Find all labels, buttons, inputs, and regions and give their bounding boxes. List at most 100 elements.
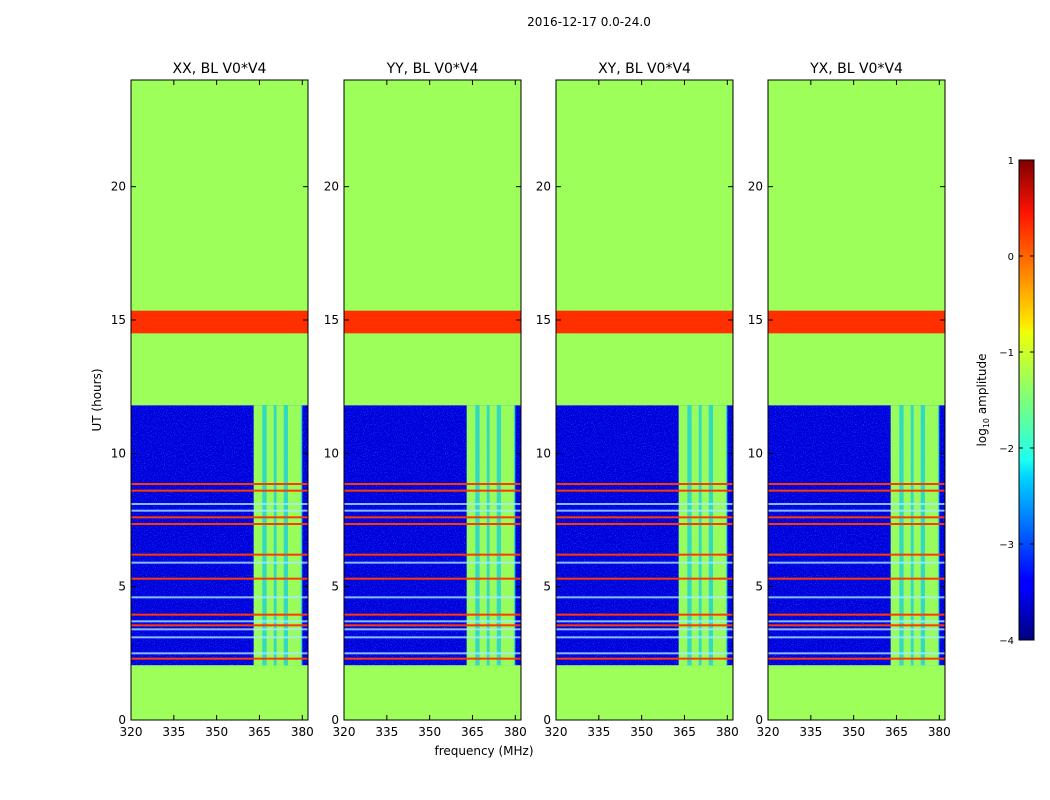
rfi-sub-band-1 (466, 405, 476, 666)
light-line-7 (344, 636, 521, 639)
y-tick-label: 20 (111, 180, 126, 194)
light-line-8 (768, 652, 945, 655)
light-line-2 (344, 509, 521, 512)
colorbar-tick-label: −1 (999, 348, 1014, 359)
y-tick-label: 0 (118, 713, 126, 727)
colorbar-label: log10 amplitude (975, 354, 991, 447)
x-tick-label: 335 (162, 725, 185, 739)
rfi-sub-band-3 (489, 405, 497, 666)
y-tick-label: 10 (536, 446, 551, 460)
x-tick-label: 350 (418, 725, 441, 739)
red-line-6 (344, 577, 521, 580)
y-tick-label: 5 (118, 580, 126, 594)
y-tick-label: 0 (543, 713, 551, 727)
red-line-4 (556, 523, 733, 525)
x-tick-label: 335 (587, 725, 610, 739)
x-tick-label: 365 (673, 725, 696, 739)
colorbar-label-sub: 10 (982, 418, 991, 428)
x-tick-label: 365 (248, 725, 271, 739)
rfi-sub-band-2 (479, 405, 487, 666)
rfi-sub-band-2 (903, 405, 911, 666)
light-line-4 (768, 596, 945, 599)
y-tick-label: 5 (331, 580, 339, 594)
x-tick-label: 320 (757, 725, 780, 739)
light-line-8 (344, 652, 521, 655)
red-line-2 (131, 489, 308, 492)
colorbar-tick-label: 1 (1008, 156, 1014, 167)
light-line-3 (344, 561, 521, 564)
light-line-6 (131, 628, 308, 631)
x-tick-label: 350 (205, 725, 228, 739)
panel-frame (767, 79, 946, 721)
y-tick-label: 15 (536, 313, 551, 327)
light-line-3 (131, 561, 308, 564)
colorbar: 10−1−2−3−4 log10 amplitude (975, 156, 1035, 647)
light-line-5 (556, 620, 733, 623)
light-line-8 (556, 652, 733, 655)
x-tick-label: 320 (333, 725, 356, 739)
light-line-6 (556, 628, 733, 631)
light-line-5 (131, 620, 308, 623)
red-line-5 (556, 553, 733, 556)
panel-title: YX, BL V0*V4 (809, 61, 903, 77)
y-tick-label: 10 (324, 446, 339, 460)
panel-1: 320 335 350 365 380 0 5 10 15 20 XX, BL V0*V4 (111, 61, 314, 739)
panel-2: 320 335 350 365 380 0 5 10 15 20 YY, BL V0*V4 (324, 61, 527, 739)
red-line-5 (131, 553, 308, 556)
red-line-7 (556, 613, 733, 616)
colorbar-ticks: 1 0 −1 −2 −3 −4 (999, 156, 1034, 647)
panel-title: YY, BL V0*V4 (386, 61, 479, 77)
x-tick-label: 320 (120, 725, 143, 739)
red-line-3 (344, 516, 521, 519)
panel-title: XY, BL V0*V4 (598, 61, 691, 77)
light-line-5 (344, 620, 521, 623)
red-line-2 (344, 489, 521, 492)
region-no-data-high (556, 80, 733, 406)
y-tick-label: 10 (748, 446, 763, 460)
region-no-data-high (344, 80, 521, 406)
x-tick-label: 365 (461, 725, 484, 739)
y-tick-label: 15 (324, 313, 339, 327)
region-no-data-low (344, 665, 521, 720)
x-tick-label: 365 (885, 725, 908, 739)
region-no-data-high (131, 80, 308, 406)
red-line-6 (556, 577, 733, 580)
x-axis-label: frequency (MHz) (434, 744, 533, 758)
colorbar-label-rest: amplitude (975, 354, 989, 418)
rfi-sub-band-3 (276, 405, 284, 666)
region-flagged-band (131, 310, 308, 334)
region-no-data-high (768, 80, 945, 406)
red-line-1 (768, 483, 945, 485)
red-line-3 (768, 516, 945, 519)
red-line-9 (556, 657, 733, 660)
light-line-2 (131, 509, 308, 512)
rfi-sub-band-2 (266, 405, 274, 666)
rfi-sub-band-4 (713, 405, 726, 666)
region-no-data-low (768, 665, 945, 720)
light-line-8 (131, 652, 308, 655)
colorbar-tick-label: −3 (999, 540, 1014, 551)
light-line-3 (556, 561, 733, 564)
rfi-sub-band-1 (253, 405, 263, 666)
red-line-8 (556, 624, 733, 627)
y-tick-label: 5 (755, 580, 763, 594)
region-flagged-band (344, 310, 521, 334)
x-tick-label: 350 (630, 725, 653, 739)
colorbar-label-base: log (975, 428, 989, 446)
red-line-9 (768, 657, 945, 660)
red-line-7 (344, 613, 521, 616)
colorbar-gradient (1018, 159, 1035, 641)
light-line-6 (344, 628, 521, 631)
light-line-2 (556, 509, 733, 512)
light-line-4 (344, 596, 521, 599)
region-no-data-low (556, 665, 733, 720)
light-line-6 (768, 628, 945, 631)
red-line-7 (131, 613, 308, 616)
red-line-8 (344, 624, 521, 627)
red-line-1 (131, 483, 308, 485)
rfi-sub-band-4 (501, 405, 514, 666)
x-tick-label: 320 (545, 725, 568, 739)
panel-3: 320 335 350 365 380 0 5 10 15 20 XY, BL V0*V4 (536, 61, 739, 739)
red-line-4 (131, 523, 308, 525)
